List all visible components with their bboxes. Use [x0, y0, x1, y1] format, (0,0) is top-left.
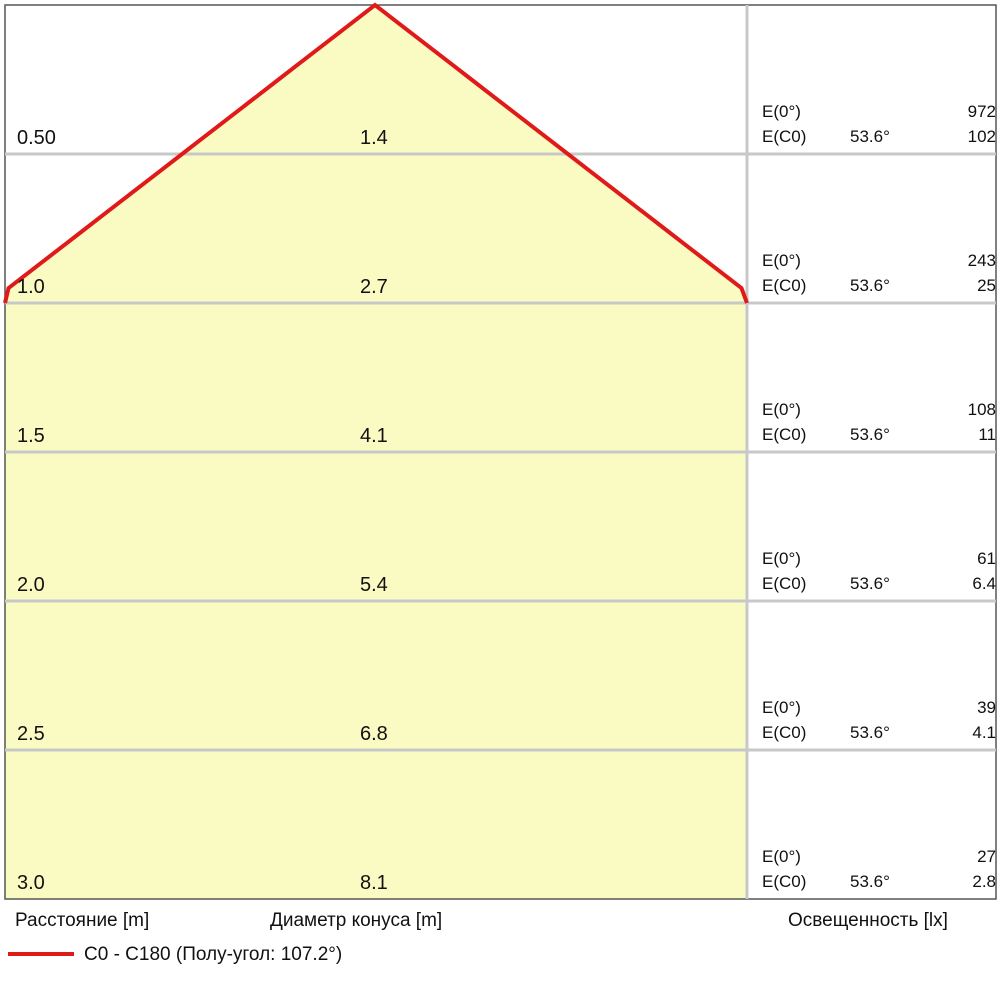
- distance-label: 3.0: [17, 872, 45, 894]
- illuminance-ec0-angle: 53.6°: [850, 276, 890, 295]
- illuminance-ec0-angle: 53.6°: [850, 723, 890, 742]
- illuminance-e0-value: 108: [967, 400, 996, 419]
- illuminance-ec0-label: E(C0): [762, 872, 807, 891]
- illuminance-e0-label: E(0°): [762, 847, 801, 866]
- illuminance-ec0-angle: 53.6°: [850, 425, 890, 444]
- c0-c180-beam-line: [3, 2, 749, 304]
- cone-diameter-label: 2.7: [360, 276, 388, 298]
- illuminance-ec0-label: E(C0): [762, 574, 807, 593]
- cone-diameter-label: 5.4: [360, 574, 388, 596]
- illuminance-ec0-angle: 53.6°: [850, 872, 890, 891]
- legend-label: C0 - C180 (Полу-угол: 107.2°): [84, 944, 343, 965]
- illuminance-ec0-label: E(C0): [762, 425, 807, 444]
- cone-diameter-label: 4.1: [360, 425, 388, 447]
- illuminance-axis-label: Освещенность [lx]: [788, 910, 948, 931]
- cone-diameter-label: 6.8: [360, 723, 388, 745]
- distance-label: 1.0: [17, 276, 45, 298]
- illuminance-e0-label: E(0°): [762, 698, 801, 717]
- illuminance-ec0-label: E(C0): [762, 127, 807, 146]
- distance-label: 2.0: [17, 574, 45, 596]
- illuminance-ec0-label: E(C0): [762, 276, 807, 295]
- illuminance-ec0-value: 2.8: [972, 872, 996, 891]
- diameter-axis-label: Диаметр конуса [m]: [270, 910, 443, 931]
- illuminance-e0-label: E(0°): [762, 102, 801, 121]
- distance-label: 2.5: [17, 723, 45, 745]
- illuminance-ec0-angle: 53.6°: [850, 127, 890, 146]
- legend-line-swatch: [8, 952, 74, 956]
- distance-label: 0.50: [17, 127, 56, 149]
- cone-diameter-label: 8.1: [360, 872, 388, 894]
- illuminance-ec0-label: E(C0): [762, 723, 807, 742]
- illuminance-e0-value: 243: [967, 251, 996, 270]
- illuminance-e0-label: E(0°): [762, 400, 801, 419]
- illuminance-e0-value: 972: [967, 102, 996, 121]
- illuminance-e0-label: E(0°): [762, 251, 801, 270]
- illuminance-ec0-value: 25: [977, 276, 996, 295]
- illuminance-ec0-value: 11: [978, 425, 996, 444]
- illuminance-ec0-value: 6.4: [972, 574, 996, 593]
- illuminance-e0-value: 61: [977, 549, 996, 568]
- illuminance-e0-value: 39: [977, 698, 996, 717]
- illuminance-ec0-value: 102: [967, 127, 996, 146]
- distance-label: 1.5: [17, 425, 45, 447]
- illuminance-e0-value: 27: [977, 847, 996, 866]
- cone-diameter-label: 1.4: [360, 127, 388, 149]
- illuminance-ec0-angle: 53.6°: [850, 574, 890, 593]
- distance-axis-label: Расстояние [m]: [15, 910, 150, 931]
- illuminance-ec0-value: 4.1: [972, 723, 996, 742]
- illuminance-e0-label: E(0°): [762, 549, 801, 568]
